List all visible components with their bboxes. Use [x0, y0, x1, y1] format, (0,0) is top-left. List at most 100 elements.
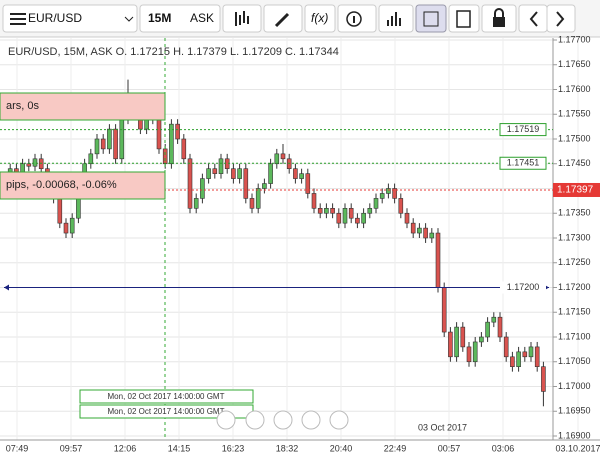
- nav-button[interactable]: [245, 410, 265, 430]
- x-tick-label: 07:49: [6, 443, 29, 453]
- candle-body: [32, 158, 38, 167]
- timeframe-box[interactable]: [139, 4, 221, 33]
- lock-button[interactable]: [481, 4, 517, 33]
- level-label-bg: [499, 123, 547, 137]
- candle-body: [317, 208, 323, 214]
- candle-body: [249, 198, 255, 209]
- symbol[interactable]: EUR/USD: [28, 11, 82, 25]
- candle-body: [299, 173, 304, 179]
- candle-body: [516, 351, 521, 368]
- x-tick-label: 22:49: [384, 443, 407, 453]
- candle-body: [200, 178, 205, 199]
- nav-button[interactable]: [216, 410, 236, 430]
- candle-body: [503, 336, 509, 358]
- candle-body: [268, 163, 273, 184]
- y-tick-label: 1.17700: [558, 34, 591, 44]
- candle-body: [342, 208, 348, 224]
- candle-body: [355, 217, 360, 224]
- candle-body: [485, 321, 490, 338]
- x-tick-label: 16:23: [222, 443, 245, 453]
- candle-body: [466, 346, 472, 363]
- candle-body: [448, 331, 453, 358]
- y-tick-label: 1.17100: [558, 331, 591, 341]
- candle-body: [472, 341, 478, 363]
- y-tick-label: 1.17150: [558, 307, 591, 317]
- candle-body: [305, 173, 311, 194]
- candle-body: [497, 316, 503, 338]
- candle-body: [26, 163, 32, 167]
- candle-body: [280, 153, 286, 160]
- ohlc-header: EUR/USD, 15M, ASK O. 1.17215 H. 1.17379 …: [8, 46, 339, 58]
- candle-body: [107, 128, 112, 150]
- candle-body: [181, 138, 187, 160]
- volume-button[interactable]: [378, 4, 414, 33]
- candle-body: [528, 346, 534, 358]
- candle-body: [206, 168, 211, 179]
- candle-body: [324, 208, 329, 214]
- candle-body: [373, 198, 379, 209]
- toolbar: EUR/USD 15M ASK f(x): [0, 0, 600, 38]
- y-tick-label: 1.17050: [558, 356, 591, 366]
- candle-body: [361, 212, 366, 224]
- candle-body: [69, 217, 75, 234]
- candle-body: [460, 326, 466, 348]
- level-label: 1.17519: [507, 124, 540, 134]
- x-tick-label: 03:06: [492, 443, 515, 453]
- candle-body: [100, 138, 106, 150]
- x-tick-label: 09:57: [60, 443, 83, 453]
- nav-button[interactable]: [301, 410, 321, 430]
- chart-type-button[interactable]: [222, 4, 262, 33]
- candle-body: [534, 346, 540, 367]
- y-tick-label: 1.17350: [558, 208, 591, 218]
- prev-button[interactable]: [518, 4, 548, 33]
- measure-label: pips, -0.00068, -0.06%: [6, 179, 117, 191]
- time-label: Mon, 02 Oct 2017 14:00:00 GMT: [108, 407, 225, 416]
- price-label: 1.17397: [557, 185, 594, 196]
- candle-body: [541, 366, 546, 392]
- nav-button[interactable]: [273, 410, 293, 430]
- candle-body: [94, 138, 100, 155]
- side[interactable]: ASK: [190, 11, 214, 25]
- x-tick-label: 00:57: [438, 443, 461, 453]
- x-tick-label: 03.10.2017: [555, 443, 600, 453]
- date-marker: 03 Oct 2017: [418, 422, 467, 432]
- y-tick-label: 1.17500: [558, 133, 591, 143]
- menu-button[interactable]: [2, 4, 138, 33]
- y-tick-label: 1.16950: [558, 406, 591, 416]
- y-tick-label: 1.17650: [558, 59, 591, 69]
- level-label: 1.17451: [507, 158, 540, 168]
- candle-body: [88, 153, 94, 165]
- calendar-button[interactable]: [415, 4, 447, 33]
- candle-body: [262, 183, 267, 189]
- candle-body: [404, 212, 410, 224]
- y-tick-label: 1.17200: [558, 282, 591, 292]
- candle-body: [162, 148, 168, 165]
- level-label-bg: [499, 156, 547, 170]
- candle-body: [231, 168, 236, 179]
- draw-button[interactable]: [263, 4, 303, 33]
- candle-body: [522, 351, 528, 358]
- nav-button[interactable]: [329, 410, 349, 430]
- candle-body: [330, 208, 335, 214]
- candle-body: [193, 198, 199, 209]
- x-tick-label: 12:06: [114, 443, 137, 453]
- candle-body: [156, 118, 162, 150]
- fx-label[interactable]: f(x): [311, 11, 328, 25]
- info-button[interactable]: [337, 4, 377, 33]
- next-button[interactable]: [546, 4, 576, 33]
- fx-button[interactable]: [304, 4, 336, 33]
- candle-body: [119, 118, 125, 160]
- candle-body: [510, 356, 515, 367]
- y-tick-label: 1.17550: [558, 109, 591, 119]
- x-tick-label: 20:40: [330, 443, 353, 453]
- candle-body: [113, 128, 118, 160]
- timeframe[interactable]: 15M: [148, 11, 171, 25]
- candle-body: [255, 188, 261, 209]
- calculator-button[interactable]: [448, 4, 480, 33]
- y-tick-label: 1.17250: [558, 257, 591, 267]
- measure-label: ars, 0s: [6, 100, 40, 112]
- time-label: Mon, 02 Oct 2017 14:00:00 GMT: [108, 392, 225, 401]
